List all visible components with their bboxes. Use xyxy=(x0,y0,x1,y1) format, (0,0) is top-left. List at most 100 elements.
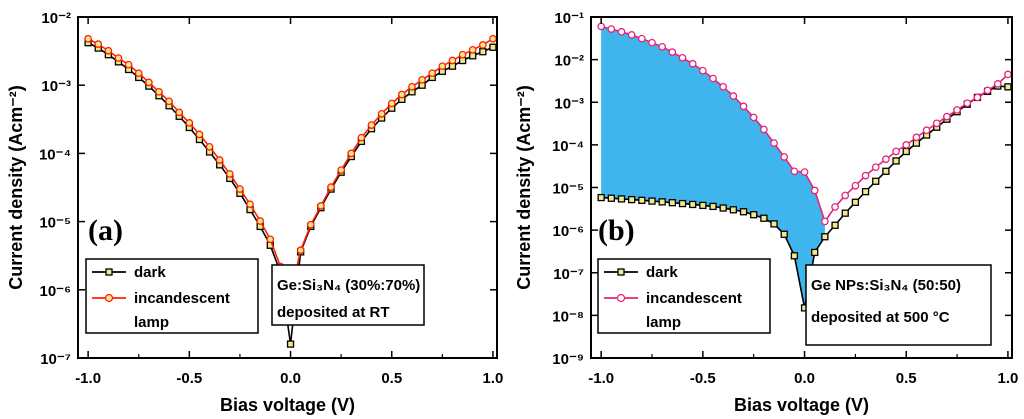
data-point-s0-40 xyxy=(1004,83,1012,91)
data-point-s0-24 xyxy=(841,209,849,217)
data-point-s1-24 xyxy=(327,183,335,191)
data-point-s1-27 xyxy=(871,163,880,172)
data-point-s1-37 xyxy=(458,50,467,59)
data-point-s0-1 xyxy=(607,194,615,202)
data-point-s0-11 xyxy=(709,202,717,211)
data-point-s1-22 xyxy=(306,220,315,229)
x-tick-label: 0.0 xyxy=(280,370,301,387)
data-point-s1-25 xyxy=(337,166,345,174)
data-point-s1-14 xyxy=(225,170,234,178)
data-point-s0-21 xyxy=(811,248,819,257)
y-tick-label: 10⁻² xyxy=(41,10,71,27)
data-point-s1-17 xyxy=(256,217,265,225)
data-point-s1-28 xyxy=(367,121,376,129)
data-point-s1-21 xyxy=(296,246,305,255)
panel-b-chart: -1.0 -0.5 0.0 0.5 1.0 10⁻⁹ 10⁻⁸ 10⁻⁷ 10⁻⁶ 10⁻⁵ 10⁻… xyxy=(514,10,1018,415)
data-point-s0-28 xyxy=(882,167,890,175)
data-point-s0-18 xyxy=(780,230,788,238)
data-point-s1-4 xyxy=(637,34,646,43)
x-tick-label: -1.0 xyxy=(588,370,614,387)
panel-label: (b) xyxy=(598,214,635,247)
y-axis-label: Current density (Acm⁻²) xyxy=(514,85,534,290)
y-tick-label: 10⁻¹ xyxy=(554,10,584,27)
data-point-s1-12 xyxy=(205,142,214,151)
data-point-s1-18 xyxy=(780,153,789,161)
data-point-s1-19 xyxy=(790,167,799,176)
data-point-s0-9 xyxy=(689,200,697,209)
data-point-s1-7 xyxy=(155,87,163,96)
data-point-s1-34 xyxy=(943,112,951,121)
data-point-s1-33 xyxy=(932,119,941,128)
data-point-s1-34 xyxy=(428,69,437,78)
data-point-s1-16 xyxy=(246,200,254,209)
data-point-s0-26 xyxy=(861,187,870,196)
x-tick-label: 0.5 xyxy=(381,370,402,387)
x-tick-label: -1.0 xyxy=(75,370,101,387)
annotation-line-0: Ge:Si₃N₄ (30%:70%) xyxy=(277,277,420,294)
data-point-s1-26 xyxy=(861,171,870,180)
data-point-s1-8 xyxy=(165,97,173,106)
data-point-s1-10 xyxy=(699,66,707,75)
y-tick-label: 10⁻² xyxy=(554,53,584,70)
data-point-s0-14 xyxy=(739,208,748,216)
data-point-s1-36 xyxy=(448,56,457,65)
panel-a-chart: -1.0 -0.5 0.0 0.5 1.0 10⁻⁷ 10⁻⁶ 10⁻⁵ 10⁻⁴ 10⁻³ 10⁻… xyxy=(6,10,503,415)
data-point-s0-23 xyxy=(831,221,839,229)
data-point-s1-5 xyxy=(648,38,656,47)
data-point-s0-0 xyxy=(597,193,605,202)
data-point-s1-33 xyxy=(418,75,426,84)
data-point-s0-22 xyxy=(821,233,829,241)
y-tick-label: 10⁻⁴ xyxy=(552,138,584,155)
data-point-s1-31 xyxy=(912,133,921,142)
data-point-s1-39 xyxy=(478,41,487,49)
data-point-s1-18 xyxy=(266,235,275,244)
legend-label-dark: dark xyxy=(134,264,166,281)
data-point-s1-32 xyxy=(408,82,416,91)
legend-label-dark: dark xyxy=(646,264,678,281)
data-point-s1-0 xyxy=(597,22,606,31)
y-tick-label: 10⁻⁶ xyxy=(552,223,584,240)
data-point-s1-23 xyxy=(831,203,839,211)
data-point-s0-30 xyxy=(902,147,910,156)
data-point-s1-29 xyxy=(892,147,900,156)
legend-label-lamp: incandescent lamp xyxy=(646,290,742,331)
y-tick-label: 10⁻⁷ xyxy=(40,351,71,368)
data-point-s0-6 xyxy=(658,198,666,206)
y-tick-label: 10⁻⁹ xyxy=(552,351,584,368)
y-tick-label: 10⁻⁵ xyxy=(552,181,584,198)
x-tick-label: 1.0 xyxy=(483,370,504,387)
annotation-line-1: deposited at 500 °C xyxy=(811,309,950,326)
data-point-s1-28 xyxy=(882,155,890,164)
data-point-s1-3 xyxy=(627,31,636,39)
data-point-s1-29 xyxy=(377,110,386,118)
data-point-s1-12 xyxy=(719,82,728,91)
data-point-s1-6 xyxy=(144,78,153,87)
y-tick-label: 10⁻⁶ xyxy=(39,283,71,300)
data-point-s0-5 xyxy=(648,197,656,205)
legend-marker-0 xyxy=(617,268,625,276)
data-point-s1-35 xyxy=(438,62,447,71)
legend-label-lamp-line2: lamp xyxy=(646,314,681,331)
data-point-s0-27 xyxy=(872,177,880,185)
legend-marker-1 xyxy=(616,293,626,303)
legend-label-lamp-line1: incandescent xyxy=(134,290,230,307)
data-point-s0-25 xyxy=(851,198,860,206)
legend-marker-1 xyxy=(104,293,114,303)
legend-label-lamp-line2: lamp xyxy=(134,314,169,331)
data-point-s1-22 xyxy=(821,217,829,226)
data-point-s1-40 xyxy=(1004,70,1012,79)
annotation-box xyxy=(805,264,992,346)
data-point-s1-2 xyxy=(104,46,113,55)
annotation-line-1: deposited at RT xyxy=(277,304,390,321)
data-point-s0-2 xyxy=(617,195,626,203)
legend-marker-0 xyxy=(105,268,113,276)
data-point-s1-37 xyxy=(973,93,982,102)
data-point-s1-27 xyxy=(357,133,366,142)
data-point-s1-25 xyxy=(851,181,860,190)
plot-frame xyxy=(77,16,498,359)
y-tick-label: 10⁻³ xyxy=(554,95,584,112)
data-point-s1-14 xyxy=(739,102,748,111)
x-tick-label: -0.5 xyxy=(690,370,716,387)
legend-label-lamp: incandescent lamp xyxy=(134,290,230,331)
